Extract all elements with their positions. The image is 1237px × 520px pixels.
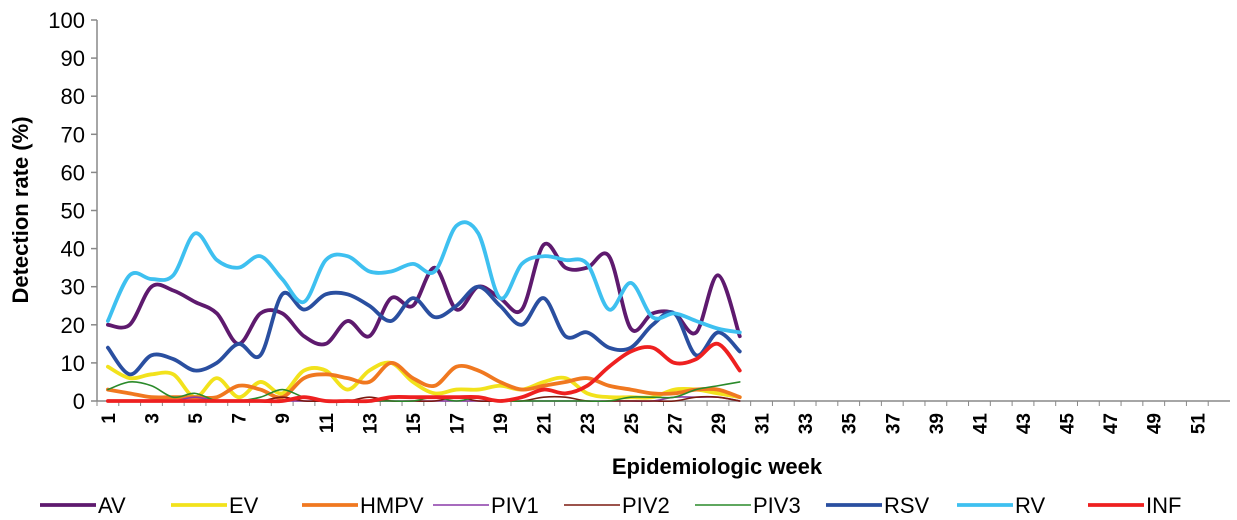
x-tick-label: 15 xyxy=(404,413,425,435)
series-line xyxy=(105,284,742,377)
series-line xyxy=(105,361,742,400)
x-tick-label: 23 xyxy=(578,413,599,434)
x-tick-label: 39 xyxy=(927,413,948,434)
x-tick-label: 47 xyxy=(1101,413,1122,434)
y-tick-label: 60 xyxy=(61,160,85,185)
y-tick-label: 50 xyxy=(61,199,85,224)
x-tick-label: 25 xyxy=(622,413,643,435)
y-tick-label: 90 xyxy=(61,46,85,71)
x-tick-label: 13 xyxy=(360,413,381,434)
x-tick-label: 5 xyxy=(186,413,207,424)
x-tick-label: 19 xyxy=(491,413,512,434)
legend-label: PIV2 xyxy=(622,493,670,515)
x-tick-label: 33 xyxy=(796,413,817,434)
x-tick-label: 31 xyxy=(753,413,774,435)
x-tick-label: 3 xyxy=(142,413,163,424)
x-tick-label: 51 xyxy=(1188,413,1209,435)
y-tick-label: 20 xyxy=(61,313,85,338)
series-line xyxy=(105,241,742,347)
x-tick-label: 41 xyxy=(970,413,991,435)
legend-label: HMPV xyxy=(360,493,424,515)
y-axis-title: Detection rate (%) xyxy=(8,116,33,303)
series-line xyxy=(105,341,742,404)
y-tick-label: 80 xyxy=(61,84,85,109)
legend-label: INF xyxy=(1146,493,1181,515)
x-tick-label: 17 xyxy=(448,413,469,434)
y-tick-label: 0 xyxy=(73,389,85,414)
legend-label: RSV xyxy=(884,493,930,515)
x-tick-label: 1 xyxy=(99,413,120,424)
x-tick-label: 43 xyxy=(1014,413,1035,434)
legend-label: PIV1 xyxy=(491,493,539,515)
x-tick-label: 7 xyxy=(230,413,251,424)
x-tick-label: 27 xyxy=(665,413,686,434)
x-axis-title: Epidemiologic week xyxy=(612,454,823,479)
legend-label: PIV3 xyxy=(753,493,801,515)
x-tick-label: 45 xyxy=(1058,413,1079,435)
legend-label: RV xyxy=(1015,493,1045,515)
series-line xyxy=(105,220,742,335)
x-tick-label: 21 xyxy=(535,413,556,435)
y-tick-label: 100 xyxy=(48,8,85,33)
legend-label: EV xyxy=(229,493,259,515)
x-tick-label: 35 xyxy=(840,413,861,435)
y-tick-label: 70 xyxy=(61,122,85,147)
x-tick-label: 37 xyxy=(883,413,904,434)
x-tick-label: 49 xyxy=(1145,413,1166,434)
y-tick-label: 10 xyxy=(61,351,85,376)
x-tick-label: 29 xyxy=(709,413,730,434)
x-tick-label: 9 xyxy=(273,413,294,424)
x-tick-label: 11 xyxy=(317,413,338,434)
y-tick-label: 30 xyxy=(61,275,85,300)
legend-label: AV xyxy=(98,493,126,515)
y-tick-label: 40 xyxy=(61,237,85,262)
